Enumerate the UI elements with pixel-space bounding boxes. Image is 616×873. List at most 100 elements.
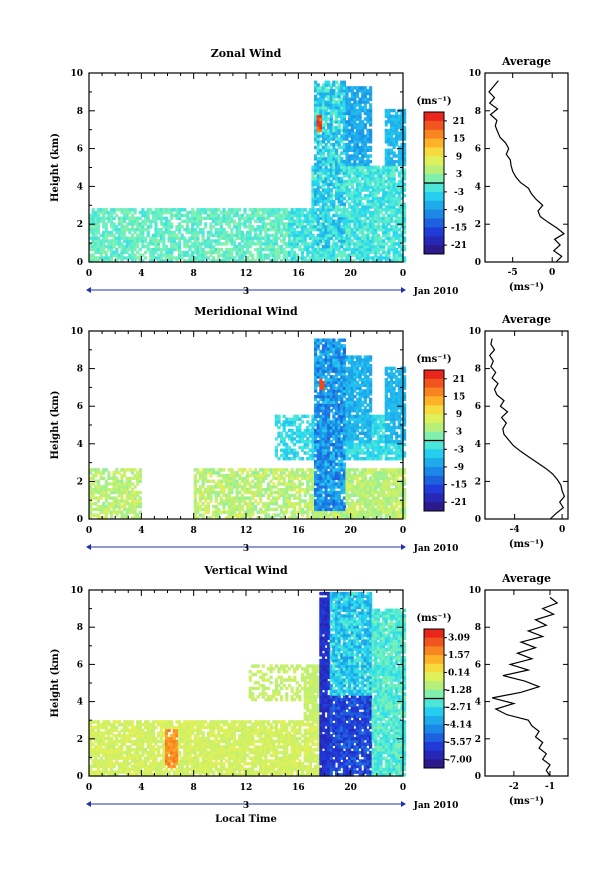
heatmap-cell <box>384 111 388 116</box>
heatmap-cell <box>94 222 98 226</box>
heatmap-cell <box>387 259 391 263</box>
heatmap-cell <box>193 242 197 246</box>
heatmap-cell <box>387 162 391 167</box>
heatmap-cell <box>327 347 331 351</box>
heatmap-cell <box>89 253 93 257</box>
heatmap-cell <box>327 428 331 433</box>
heatmap-cell <box>115 488 119 492</box>
heatmap-cell <box>141 239 145 243</box>
heatmap-cell <box>342 250 346 255</box>
heatmap-cell <box>363 94 367 99</box>
heatmap-cell <box>183 250 187 255</box>
heatmap-cell <box>157 230 161 235</box>
heatmap-cell <box>348 504 352 509</box>
heatmap-cell <box>384 205 388 209</box>
heatmap-cell <box>395 208 399 212</box>
heatmap-cell <box>369 154 373 158</box>
heatmap-cell <box>112 471 116 475</box>
heatmap-cell <box>206 236 210 240</box>
heatmap-cell <box>345 100 349 104</box>
heatmap-cell <box>162 211 166 215</box>
heatmap-cell <box>335 194 339 198</box>
heatmap-cell <box>217 228 221 232</box>
heatmap-cell <box>319 488 323 492</box>
heatmap-cell <box>316 454 320 458</box>
heatmap-cell <box>329 431 333 435</box>
heatmap-cell <box>369 165 373 169</box>
heatmap-cell <box>120 228 124 232</box>
heatmap-cell <box>337 454 341 458</box>
heatmap-cell <box>193 485 197 489</box>
heatmap-cell <box>269 228 273 232</box>
heatmap-cell <box>164 211 169 215</box>
heatmap-cell <box>285 208 289 212</box>
heatmap-cell <box>345 440 349 444</box>
heatmap-cell <box>287 259 292 263</box>
heatmap-cell <box>353 375 357 379</box>
heatmap-cell <box>337 86 341 90</box>
heatmap-cell <box>335 366 339 371</box>
heatmap-cell <box>293 213 297 218</box>
heatmap-cell <box>300 239 305 243</box>
heatmap-cell <box>321 106 326 110</box>
heatmap-cell <box>280 473 284 478</box>
heatmap-cell <box>335 168 339 172</box>
heatmap-cell <box>256 211 260 215</box>
heatmap-cell <box>99 507 103 512</box>
heatmap-cell <box>151 239 155 243</box>
heatmap-cell <box>316 516 320 520</box>
heatmap-cell <box>277 219 281 223</box>
heatmap-cell <box>219 473 223 478</box>
heatmap-cell <box>217 507 221 512</box>
heatmap-cell <box>353 400 357 404</box>
heatmap-cell <box>138 247 142 252</box>
heatmap-cell <box>227 507 231 512</box>
heatmap-cell <box>115 504 119 509</box>
heatmap-cell <box>287 457 292 461</box>
heatmap-cell <box>366 111 370 116</box>
heatmap-cell <box>204 510 208 514</box>
heatmap-cell <box>274 259 278 263</box>
heatmap-cell <box>384 216 388 220</box>
heatmap-cell <box>109 208 114 212</box>
heatmap-cell <box>99 219 103 223</box>
heatmap-cell <box>253 233 257 238</box>
heatmap-cell <box>332 358 336 362</box>
colorbar-swatch <box>424 191 444 202</box>
heatmap-cell <box>392 108 396 113</box>
heatmap-cell <box>358 182 362 186</box>
heatmap-cell <box>358 120 362 124</box>
heatmap-cell <box>348 225 352 229</box>
heatmap-cell <box>94 225 98 229</box>
heatmap-cell <box>206 233 210 238</box>
heatmap-cell <box>201 507 205 512</box>
heatmap-cell <box>353 369 357 373</box>
heatmap-cell <box>324 459 328 464</box>
heatmap-cell <box>340 89 344 93</box>
heatmap-cell <box>167 239 171 243</box>
heatmap-cell <box>222 510 226 514</box>
heatmap-cell <box>329 380 333 385</box>
heatmap-cell <box>329 428 333 433</box>
heatmap-cell <box>348 256 352 260</box>
heatmap-cell <box>314 428 318 433</box>
heatmap-cell <box>204 208 208 212</box>
y-tick-label: 6 <box>77 145 83 155</box>
heatmap-cell <box>358 230 362 235</box>
heatmap-cell <box>269 493 273 497</box>
heatmap-cell <box>329 358 333 362</box>
heatmap-cell <box>327 89 331 93</box>
heatmap-cell <box>282 253 286 257</box>
heatmap-cell <box>397 196 401 201</box>
heatmap-cell <box>342 125 346 130</box>
heatmap-cell <box>327 437 331 441</box>
heatmap-cell <box>324 108 328 113</box>
heatmap-cell <box>345 185 349 189</box>
heatmap-cell <box>327 219 331 223</box>
heatmap-cell <box>306 488 310 492</box>
heatmap-cell <box>327 211 331 215</box>
heatmap-cell <box>345 507 349 512</box>
heatmap-cell <box>198 208 203 212</box>
heatmap-cell <box>335 380 339 385</box>
heatmap-cell <box>159 256 163 260</box>
